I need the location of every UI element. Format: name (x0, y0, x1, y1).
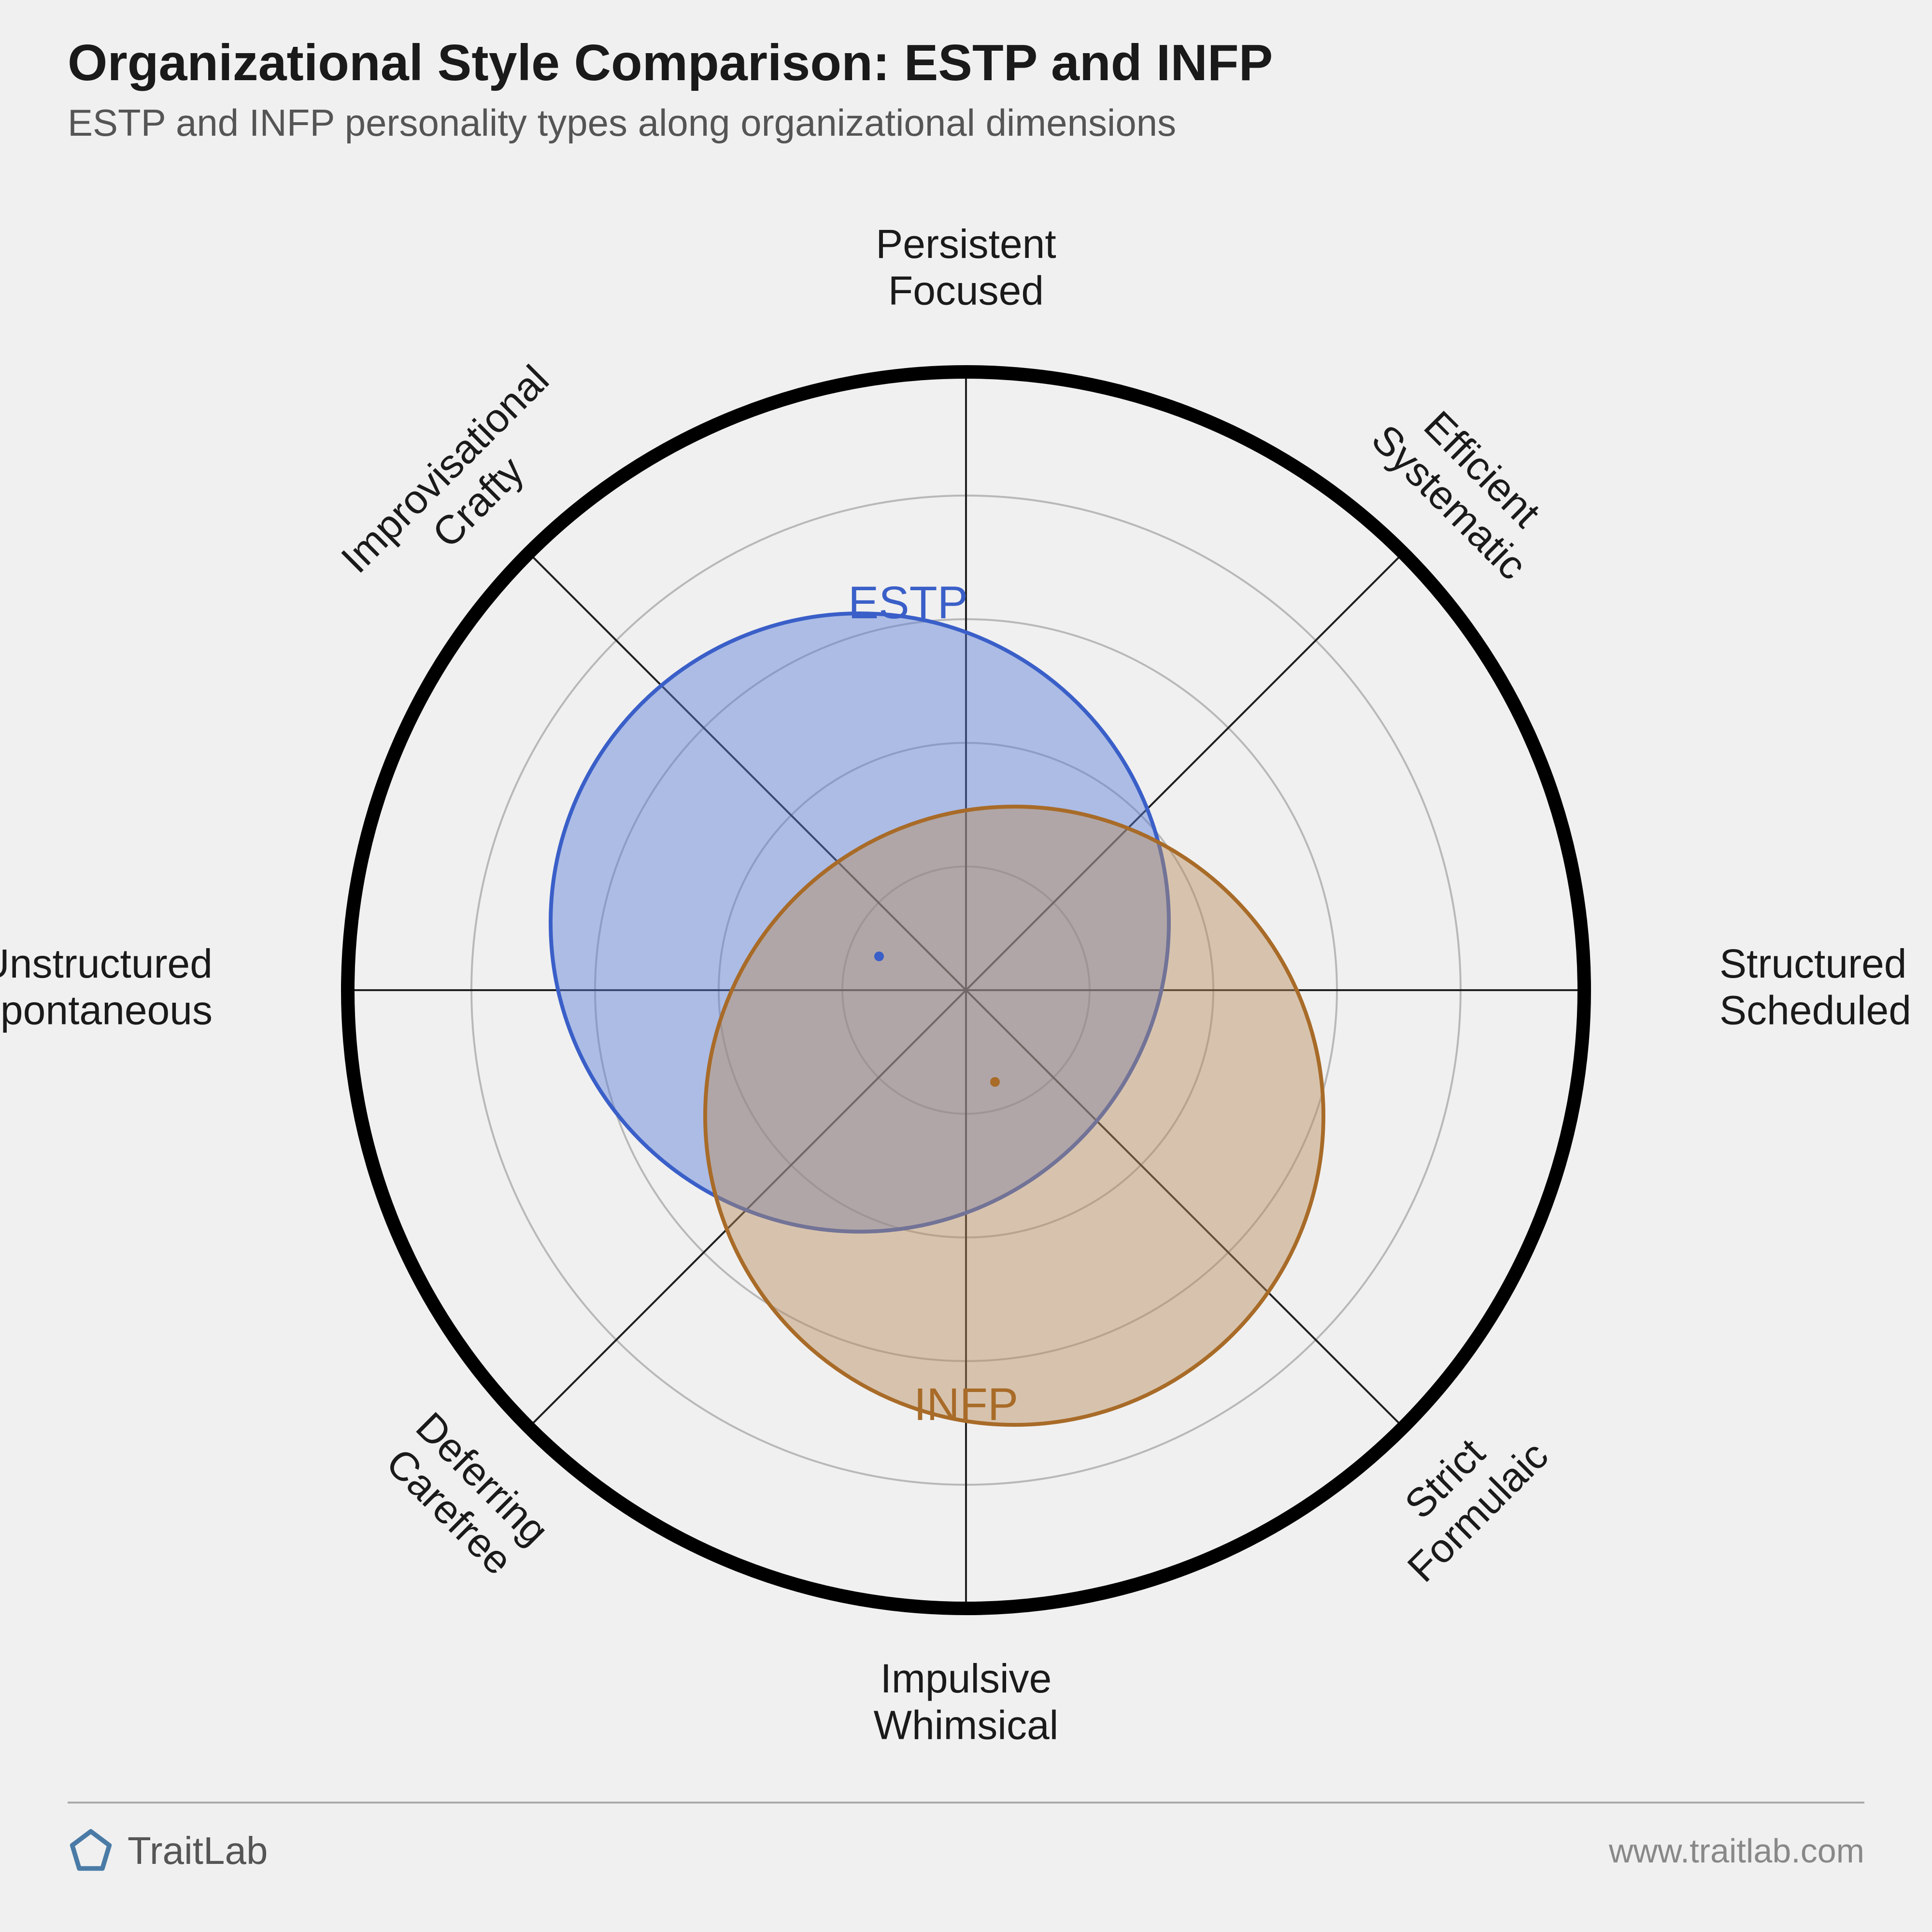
svg-text:Persistent: Persistent (876, 221, 1056, 267)
axis-label: PersistentFocused (876, 221, 1056, 313)
svg-text:Focused: Focused (888, 268, 1044, 313)
series-INFP (705, 807, 1323, 1425)
svg-text:Structured: Structured (1719, 941, 1907, 986)
svg-text:Spontaneous: Spontaneous (0, 987, 213, 1033)
polar-chart: PersistentFocused EfficientSystematic Stru… (0, 169, 1932, 1811)
svg-text:Scheduled: Scheduled (1719, 987, 1911, 1033)
svg-text:Unstructured: Unstructured (0, 941, 213, 986)
series-label-INFP: INFP (914, 1379, 1018, 1430)
axis-label: ImpulsiveWhimsical (874, 1656, 1059, 1748)
axis-label: StructuredScheduled (1719, 941, 1911, 1033)
axis-label: UnstructuredSpontaneous (0, 941, 213, 1033)
chart-subtitle: ESTP and INFP personality types along or… (68, 101, 1273, 145)
series-dot-INFP (990, 1077, 1000, 1087)
footer-url: www.traitlab.com (1609, 1832, 1864, 1870)
chart-title: Organizational Style Comparison: ESTP an… (68, 34, 1273, 92)
footer: TraitLab www.traitlab.com (68, 1802, 1864, 1874)
brand: TraitLab (68, 1828, 268, 1874)
brand-logo-icon (68, 1828, 114, 1874)
brand-name: TraitLab (128, 1829, 268, 1873)
series-dot-ESTP (874, 952, 884, 961)
svg-text:Whimsical: Whimsical (874, 1702, 1059, 1747)
svg-text:Improvisational: Improvisational (332, 356, 557, 582)
series-label-ESTP: ESTP (848, 577, 968, 628)
axis-label: EfficientSystematic (1363, 383, 1568, 588)
svg-text:Impulsive: Impulsive (881, 1656, 1052, 1701)
